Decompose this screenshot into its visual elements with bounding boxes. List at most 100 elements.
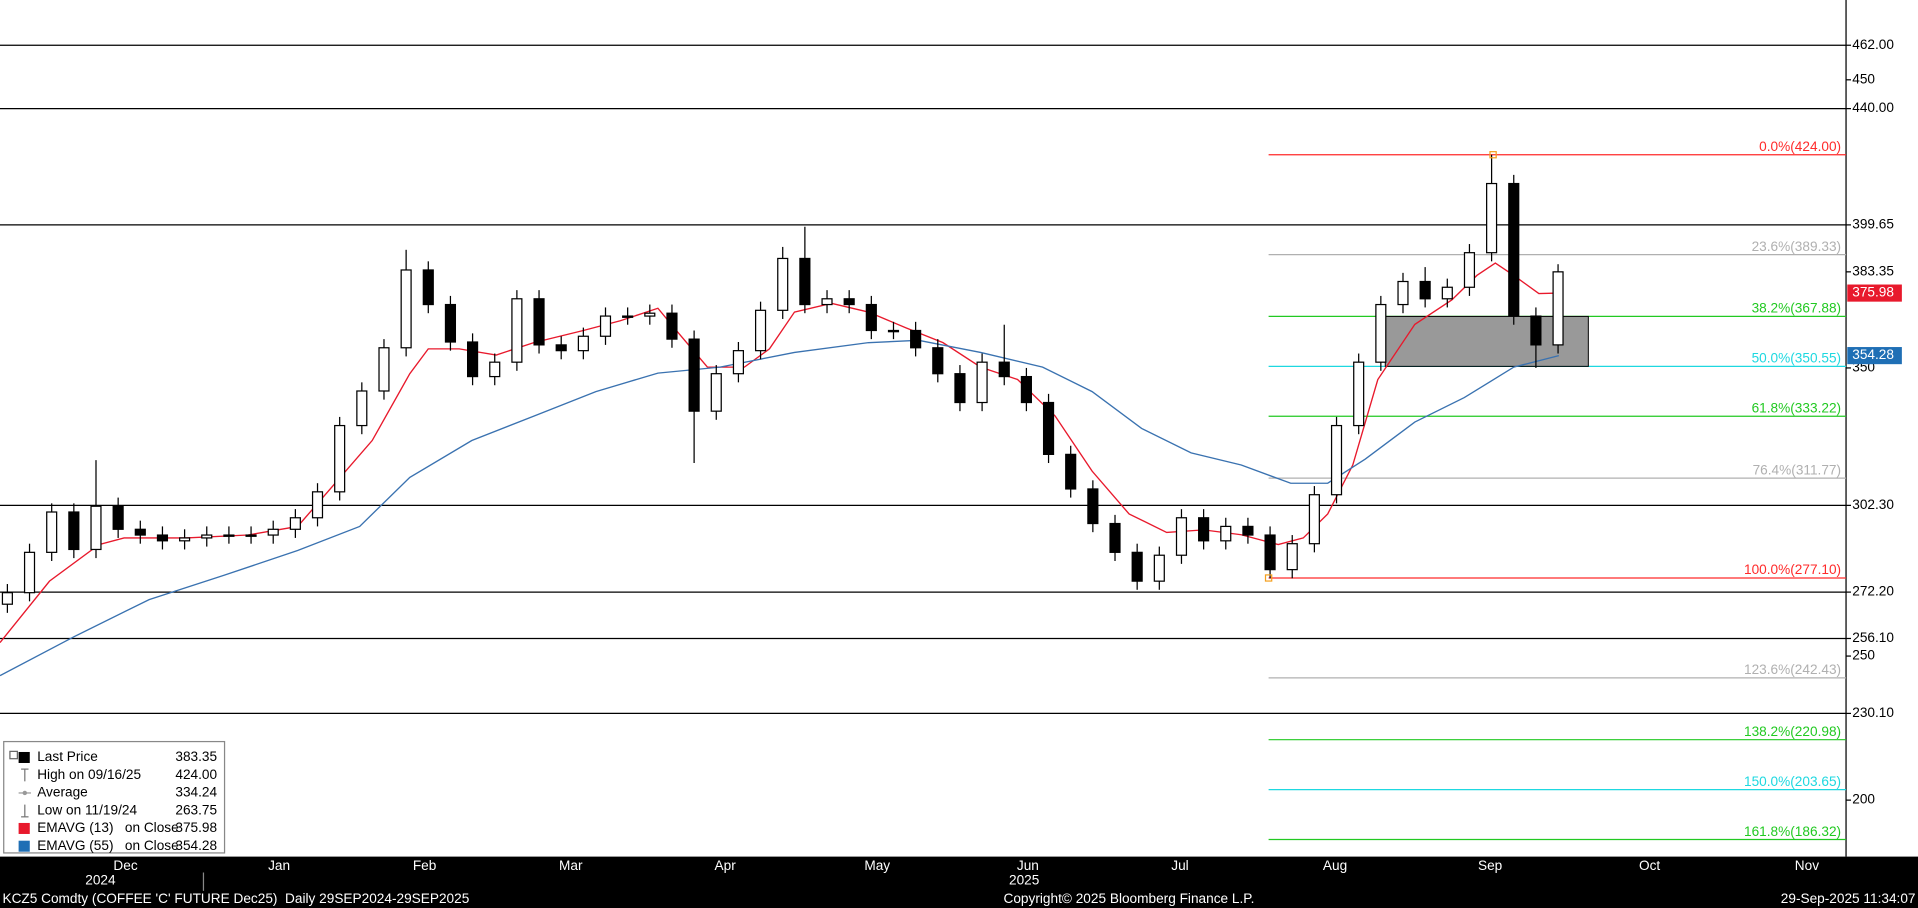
x-tick-label: Feb [413,858,437,873]
candle-body [23,551,36,594]
candle-body [422,269,434,306]
candle-body [489,361,501,378]
candle-body [179,537,191,542]
ema-line [0,262,1559,643]
x-tick-label: Aug [1323,858,1347,873]
x-tick-label: Mar [559,858,583,873]
price-tag-box [1847,347,1902,365]
candle-body [46,511,58,553]
fib-label: 23.6%(389.33) [1752,239,1841,254]
fib-label: 0.0%(424.00) [1759,139,1841,154]
candle-body [1065,453,1077,490]
candle-body [1020,375,1032,404]
candle-body [68,511,80,551]
candle-body [334,424,346,493]
candle-body [821,298,833,306]
ema-line [0,339,1560,677]
candle-body [1087,488,1099,525]
candle-body [289,517,301,530]
x-tick-label: Jun [1017,858,1039,873]
x-tick-label: Sep [1478,858,1502,873]
candle-body [245,534,257,537]
candle-body [400,269,412,349]
candle-body [1042,401,1055,455]
candle-body [1463,252,1476,288]
legend-box [3,740,226,854]
candle-body [1131,551,1143,582]
x-tick-label: May [864,858,890,873]
legend-label: Last Price [37,749,98,764]
x-axis-bar [0,856,1918,908]
candle-body [555,344,567,352]
candle-body [932,347,944,375]
legend-value: 383.35 [175,749,217,764]
candle-body [1198,517,1210,542]
candle-body [1264,534,1276,571]
x-tick-label: Jan [268,858,290,873]
candle-body [599,315,612,337]
legend-label: Average [37,785,88,800]
candle-body [1,592,13,605]
y-tick-label: 462.00 [1852,37,1894,52]
candle-body [754,309,767,352]
candle-body [1530,315,1542,346]
year-label: 2024 [85,873,116,888]
y-tick-label: 302.30 [1852,497,1894,512]
candle-body [444,303,457,343]
legend-label: Low on 11/19/24 [37,802,137,817]
candle-body [467,341,479,378]
y-tick-label: 440.00 [1852,100,1894,115]
candle-body [1486,182,1498,254]
candle-body [112,505,124,530]
y-tick-label: 250 [1852,648,1875,663]
x-tick-label: Oct [1639,858,1660,873]
candle-body [201,534,213,539]
year-label: 2025 [1009,873,1039,888]
candle-body [887,329,900,333]
candle-body [1308,494,1320,545]
fib-label: 38.2%(367.88) [1752,301,1841,316]
fib-label: 138.2%(220.98) [1744,724,1841,739]
legend-collapse [9,750,18,760]
candle-body [843,298,855,306]
legend-swatch [18,822,30,834]
y-tick-label: 272.20 [1852,584,1894,599]
legend-label: High on 09/16/25 [37,767,141,782]
legend-label: EMAVG (13) on Close [37,820,179,835]
legend-swatch [18,840,30,852]
fib-label: 161.8%(186.32) [1744,824,1841,839]
footer-right: 29-Sep-2025 11:34:07 [1781,891,1916,906]
candle-body [577,335,589,352]
legend-value: 375.98 [175,820,217,835]
legend-swatch [22,790,28,796]
candle-body [1220,525,1232,542]
candle-body [356,390,368,427]
fib-label: 123.6%(242.43) [1744,662,1841,677]
fib-label: 100.0%(277.10) [1744,562,1841,577]
candle-body [311,491,324,519]
candle-body [1175,517,1188,556]
candle-body [976,361,988,404]
candle-body [378,347,390,392]
candle-body [910,329,922,349]
candle-body [954,373,966,404]
candle-body [90,505,102,551]
candle-body [533,298,545,346]
legend-value: 354.28 [175,838,217,853]
x-tick-label: Dec [113,858,137,873]
fib-label: 50.0%(350.55) [1752,351,1841,366]
y-tick-label: 399.65 [1852,217,1894,232]
legend: Last Price 383.35 High on 09/16/25 424.00 Av… [3,740,226,854]
candle-body [1419,280,1431,300]
legend-value: 334.24 [175,785,217,800]
fib-label: 61.8%(333.22) [1752,401,1841,416]
fib-label: 76.4%(311.77) [1753,462,1841,477]
fib-anchor [1489,151,1497,159]
candle-body [998,361,1010,378]
x-tick-label: Jul [1171,858,1188,873]
candle-body [1397,280,1409,306]
candle-body [1441,286,1453,300]
